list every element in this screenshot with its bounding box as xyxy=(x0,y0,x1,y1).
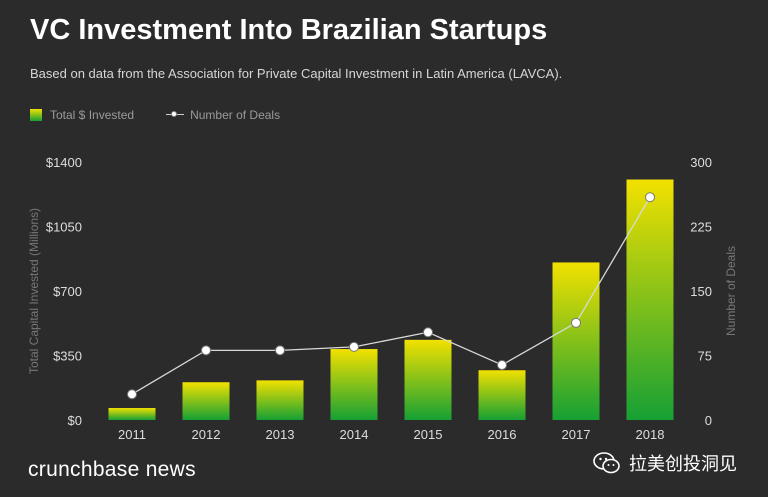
deals-point-2018 xyxy=(645,192,655,203)
legend-item-invested: Total $ Invested xyxy=(30,108,134,122)
x-tick-2013: 2013 xyxy=(266,427,295,442)
deals-point-2013 xyxy=(275,345,285,356)
x-tick-2012: 2012 xyxy=(192,427,221,442)
y-tick-right: 0 xyxy=(705,413,712,428)
legend-item-deals: Number of Deals xyxy=(166,108,280,122)
y-tick-right: 75 xyxy=(698,349,712,364)
legend-bar-swatch xyxy=(30,109,42,121)
bar-2017 xyxy=(552,262,600,420)
deals-point-2015 xyxy=(423,327,433,338)
y-tick-right: 225 xyxy=(690,220,712,235)
y-tick-right: 300 xyxy=(690,155,712,170)
chart-legend: Total $ Invested Number of Deals xyxy=(30,108,312,122)
deals-point-2016 xyxy=(497,359,507,370)
y-axis-label-right: Number of Deals xyxy=(724,246,738,336)
bar-2018 xyxy=(626,179,674,420)
deals-line xyxy=(131,196,651,395)
bar-2016 xyxy=(478,370,526,420)
y-tick-left: $1400 xyxy=(46,155,82,170)
y-tick-left: $1050 xyxy=(46,220,82,235)
bar-2013 xyxy=(256,380,304,420)
x-tick-2011: 2011 xyxy=(118,427,146,442)
y-tick-left: $350 xyxy=(53,349,82,364)
y-tick-right: 150 xyxy=(690,284,712,299)
y-tick-left: $0 xyxy=(68,413,82,428)
x-tick-2018: 2018 xyxy=(636,427,665,442)
x-tick-2015: 2015 xyxy=(414,427,443,442)
x-tick-2016: 2016 xyxy=(488,427,517,442)
deals-point-2014 xyxy=(349,341,359,352)
chart-subtitle: Based on data from the Association for P… xyxy=(30,66,563,81)
y-tick-left: $700 xyxy=(53,284,82,299)
deals-point-2017 xyxy=(571,317,581,328)
bar-2012 xyxy=(182,382,230,420)
legend-line-swatch xyxy=(166,110,185,120)
x-tick-2017: 2017 xyxy=(562,427,591,442)
watermark-text: 拉美创投洞见 xyxy=(629,454,737,474)
x-tick-2014: 2014 xyxy=(340,427,369,442)
bar-2011 xyxy=(108,408,156,420)
wechat-icon xyxy=(593,452,620,474)
legend-bar-label: Total $ Invested xyxy=(50,108,135,122)
deals-point-2012 xyxy=(201,345,211,356)
crunchbase-news-logo: crunchbase news xyxy=(28,458,196,481)
legend-line-label: Number of Deals xyxy=(190,108,281,122)
deals-point-2011 xyxy=(127,389,137,400)
chart-title: VC Investment Into Brazilian Startups xyxy=(30,14,548,46)
bar-2015 xyxy=(404,339,452,420)
wechat-watermark: 拉美创投洞见 xyxy=(593,450,737,476)
bar-2014 xyxy=(330,349,378,420)
y-axis-label-left: Total Capital Invested (Millions) xyxy=(27,208,41,374)
